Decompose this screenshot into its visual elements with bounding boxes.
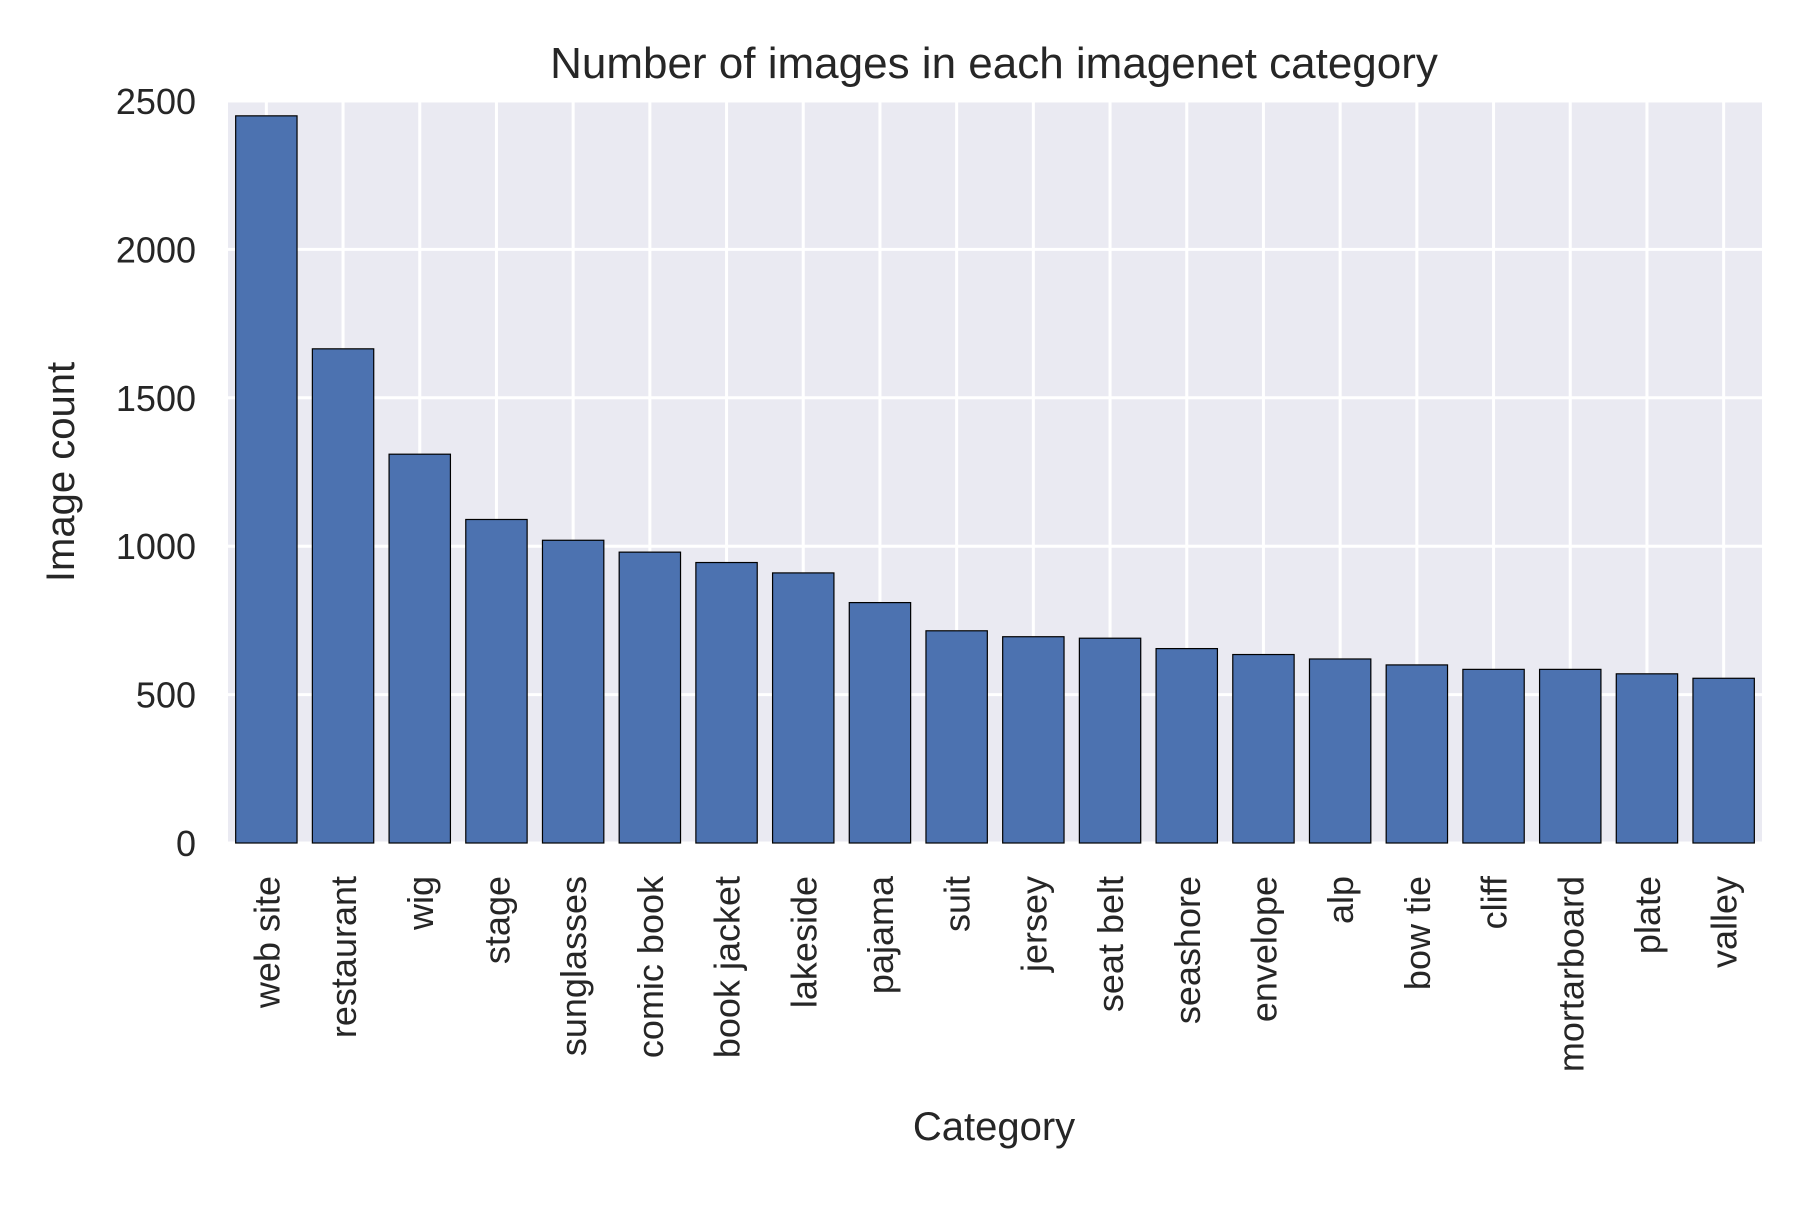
- y-axis-label: Image count: [39, 362, 83, 582]
- x-tick-label: suit: [937, 876, 978, 932]
- x-tick-label: seashore: [1167, 876, 1208, 1024]
- bar: [1308, 658, 1372, 844]
- bar: [1385, 664, 1449, 844]
- y-tick-labels: 0 500 1000 1500 2000 2500: [116, 81, 196, 864]
- bar: [388, 453, 452, 844]
- bar: [465, 518, 528, 844]
- bar: [618, 551, 682, 844]
- x-tick-label: web site: [246, 876, 287, 1009]
- x-tick-label: lakeside: [783, 876, 824, 1008]
- bar: [1232, 653, 1295, 844]
- y-tick-label: 2500: [116, 81, 196, 122]
- bar: [771, 572, 835, 844]
- bar: [235, 115, 298, 844]
- x-tick-label: stage: [476, 876, 517, 964]
- bar: [1615, 673, 1679, 844]
- y-tick-label: 0: [176, 823, 196, 864]
- x-tick-label: jersey: [1013, 876, 1054, 973]
- bar: [311, 348, 375, 844]
- bars: [235, 115, 1755, 844]
- x-tick-label: valley: [1704, 876, 1745, 968]
- x-tick-labels: web site restaurant wig stage sunglasses comi…: [246, 875, 1744, 1072]
- bar: [1692, 677, 1755, 844]
- x-tick-label: restaurant: [323, 876, 364, 1038]
- x-tick-label: seat belt: [1090, 876, 1131, 1012]
- bar: [1155, 647, 1219, 844]
- x-tick-label: wig: [400, 876, 441, 931]
- bar: [1462, 668, 1525, 844]
- x-tick-label: bow tie: [1397, 876, 1438, 990]
- bar: [925, 630, 988, 844]
- bar: [541, 539, 605, 844]
- y-tick-label: 500: [136, 675, 196, 716]
- x-tick-label: plate: [1627, 876, 1668, 954]
- y-tick-label: 1500: [116, 378, 196, 419]
- bar: [695, 561, 758, 844]
- y-tick-label: 1000: [116, 526, 196, 567]
- bar: [1002, 636, 1065, 844]
- x-tick-label: book jacket: [707, 876, 748, 1058]
- bar: [1078, 637, 1142, 844]
- x-tick-label: pajama: [860, 875, 901, 994]
- x-tick-label: alp: [1320, 876, 1361, 924]
- x-axis-label: Category: [913, 1105, 1075, 1149]
- plot-background: [228, 101, 1762, 843]
- x-tick-label: mortarboard: [1550, 876, 1591, 1072]
- x-tick-label: envelope: [1243, 876, 1284, 1022]
- x-tick-label: comic book: [630, 875, 671, 1058]
- x-tick-label: sunglasses: [553, 876, 594, 1056]
- chart-title: Number of images in each imagenet catego…: [550, 39, 1438, 88]
- bar: [848, 601, 912, 844]
- x-tick-label: cliff: [1474, 875, 1515, 929]
- bar: [1538, 668, 1602, 844]
- y-tick-label: 2000: [116, 229, 196, 270]
